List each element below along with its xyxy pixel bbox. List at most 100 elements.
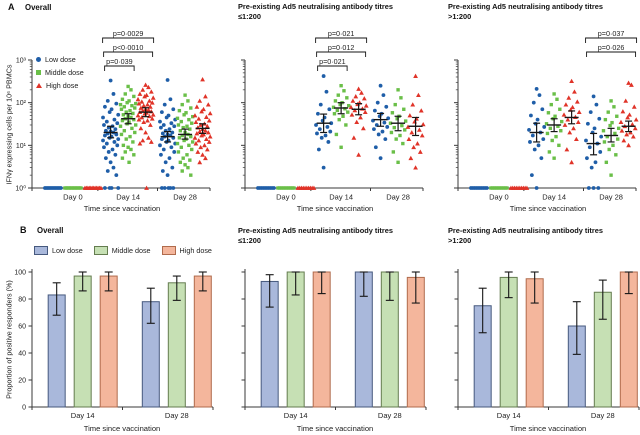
scatter-point — [118, 124, 123, 128]
scatter-point — [552, 156, 556, 160]
scatter-point — [409, 130, 415, 135]
bar-high-dose — [193, 275, 212, 408]
middle-dose-swatch-icon — [93, 246, 108, 255]
scatter-point — [192, 135, 198, 140]
scatter-point-day0 — [59, 186, 63, 190]
panel-b-right-title-line2: >1:200 — [448, 236, 472, 245]
scatter-point — [571, 125, 576, 131]
scatter-point — [411, 144, 417, 150]
scatter-point — [180, 169, 184, 173]
scatter-point — [341, 114, 345, 118]
scatter-point-day0 — [496, 186, 500, 190]
panel-a-mid-title-line2: ≤1:200 — [238, 12, 261, 21]
scatter-point — [352, 107, 358, 113]
scatter-point — [105, 169, 110, 173]
scatter-point — [132, 94, 136, 99]
scatter-point-day0 — [292, 186, 296, 190]
panel-b-right-title-line1: Pre-existing Ad5 neutralising antibody t… — [448, 226, 603, 235]
legend-label: High dose — [179, 246, 212, 255]
middle-dose-square-icon — [36, 70, 41, 75]
scatter-point — [384, 104, 389, 109]
scatter-point — [204, 123, 210, 129]
scatter-point — [420, 121, 426, 127]
scatter-point — [190, 114, 195, 119]
pvalue-bracket — [103, 51, 154, 57]
scatter-point — [135, 96, 141, 102]
scatter-point — [135, 113, 141, 118]
scatter-point — [630, 134, 636, 139]
scatter-point — [114, 132, 119, 137]
scatter-x-axis-label-1: Time since vaccination — [83, 204, 161, 213]
high-dose-swatch-icon — [161, 246, 176, 255]
scatter-point — [133, 106, 137, 110]
scatter-point — [558, 107, 562, 111]
scatter-point — [147, 104, 153, 109]
scatter-point — [573, 136, 579, 141]
scatter-point — [623, 98, 629, 103]
scatter-point — [603, 117, 608, 122]
scatter-point — [116, 112, 121, 117]
scatter-point — [419, 133, 425, 138]
scatter-point — [137, 91, 143, 96]
legend-item-low-dose: Low dose — [36, 53, 84, 66]
scatter-point — [315, 131, 319, 136]
scatter-point — [382, 120, 387, 125]
scatter-point — [363, 103, 369, 108]
scatter-point — [118, 102, 123, 107]
scatter-point — [103, 128, 108, 133]
scatter-point — [120, 156, 125, 160]
scatter-point — [339, 145, 343, 149]
scatter-point — [362, 109, 368, 115]
scatter-point — [120, 118, 125, 123]
scatter-point — [410, 102, 416, 107]
scatter-point — [361, 96, 367, 101]
scatter-point — [190, 140, 195, 144]
scatter-point — [144, 185, 149, 190]
scatter-point — [598, 150, 603, 154]
scatter-point — [342, 89, 346, 93]
scatter-point — [149, 116, 155, 121]
scatter-point — [605, 134, 609, 139]
scatter-point — [131, 140, 135, 144]
scatter-point — [624, 132, 630, 137]
scatter-point — [108, 160, 113, 165]
scatter-point — [333, 99, 338, 103]
scatter-point — [146, 107, 151, 112]
scatter-point — [120, 97, 125, 101]
scatter-point — [139, 99, 145, 104]
scatter-point — [183, 163, 187, 167]
scatter-point — [585, 156, 589, 161]
scatter-point — [205, 130, 211, 135]
legend-label: Low dose — [52, 246, 83, 255]
scatter-point — [375, 100, 380, 105]
scatter-point — [393, 102, 397, 107]
scatter-point — [129, 88, 133, 92]
scatter-point — [344, 123, 348, 127]
scatter-point-day0 — [290, 186, 294, 190]
scatter-point — [545, 131, 550, 136]
scatter-point — [569, 159, 575, 165]
scatter-point — [392, 125, 396, 130]
scatter-point — [354, 119, 360, 125]
scatter-point — [168, 97, 173, 102]
scatter-point — [134, 101, 138, 106]
scatter-point — [399, 96, 403, 100]
pvalue-bracket — [104, 65, 135, 71]
scatter-point — [139, 115, 145, 120]
scatter-point — [406, 136, 412, 141]
scatter-point — [372, 108, 377, 113]
scatter-point — [161, 123, 166, 127]
scatter-point — [180, 102, 184, 107]
scatter-point — [351, 135, 357, 140]
scatter-point — [619, 128, 625, 133]
scatter-point — [134, 123, 138, 127]
scatter-point — [383, 137, 388, 141]
scatter-point — [101, 138, 105, 143]
x-tick-label: Day 14 — [284, 411, 308, 420]
scatter-point-day0 — [311, 185, 317, 190]
y-tick-label: 0 — [22, 405, 26, 412]
scatter-point — [388, 121, 393, 125]
scatter-point — [607, 147, 611, 152]
scatter-point — [145, 102, 150, 107]
scatter-point-day0 — [98, 185, 104, 190]
